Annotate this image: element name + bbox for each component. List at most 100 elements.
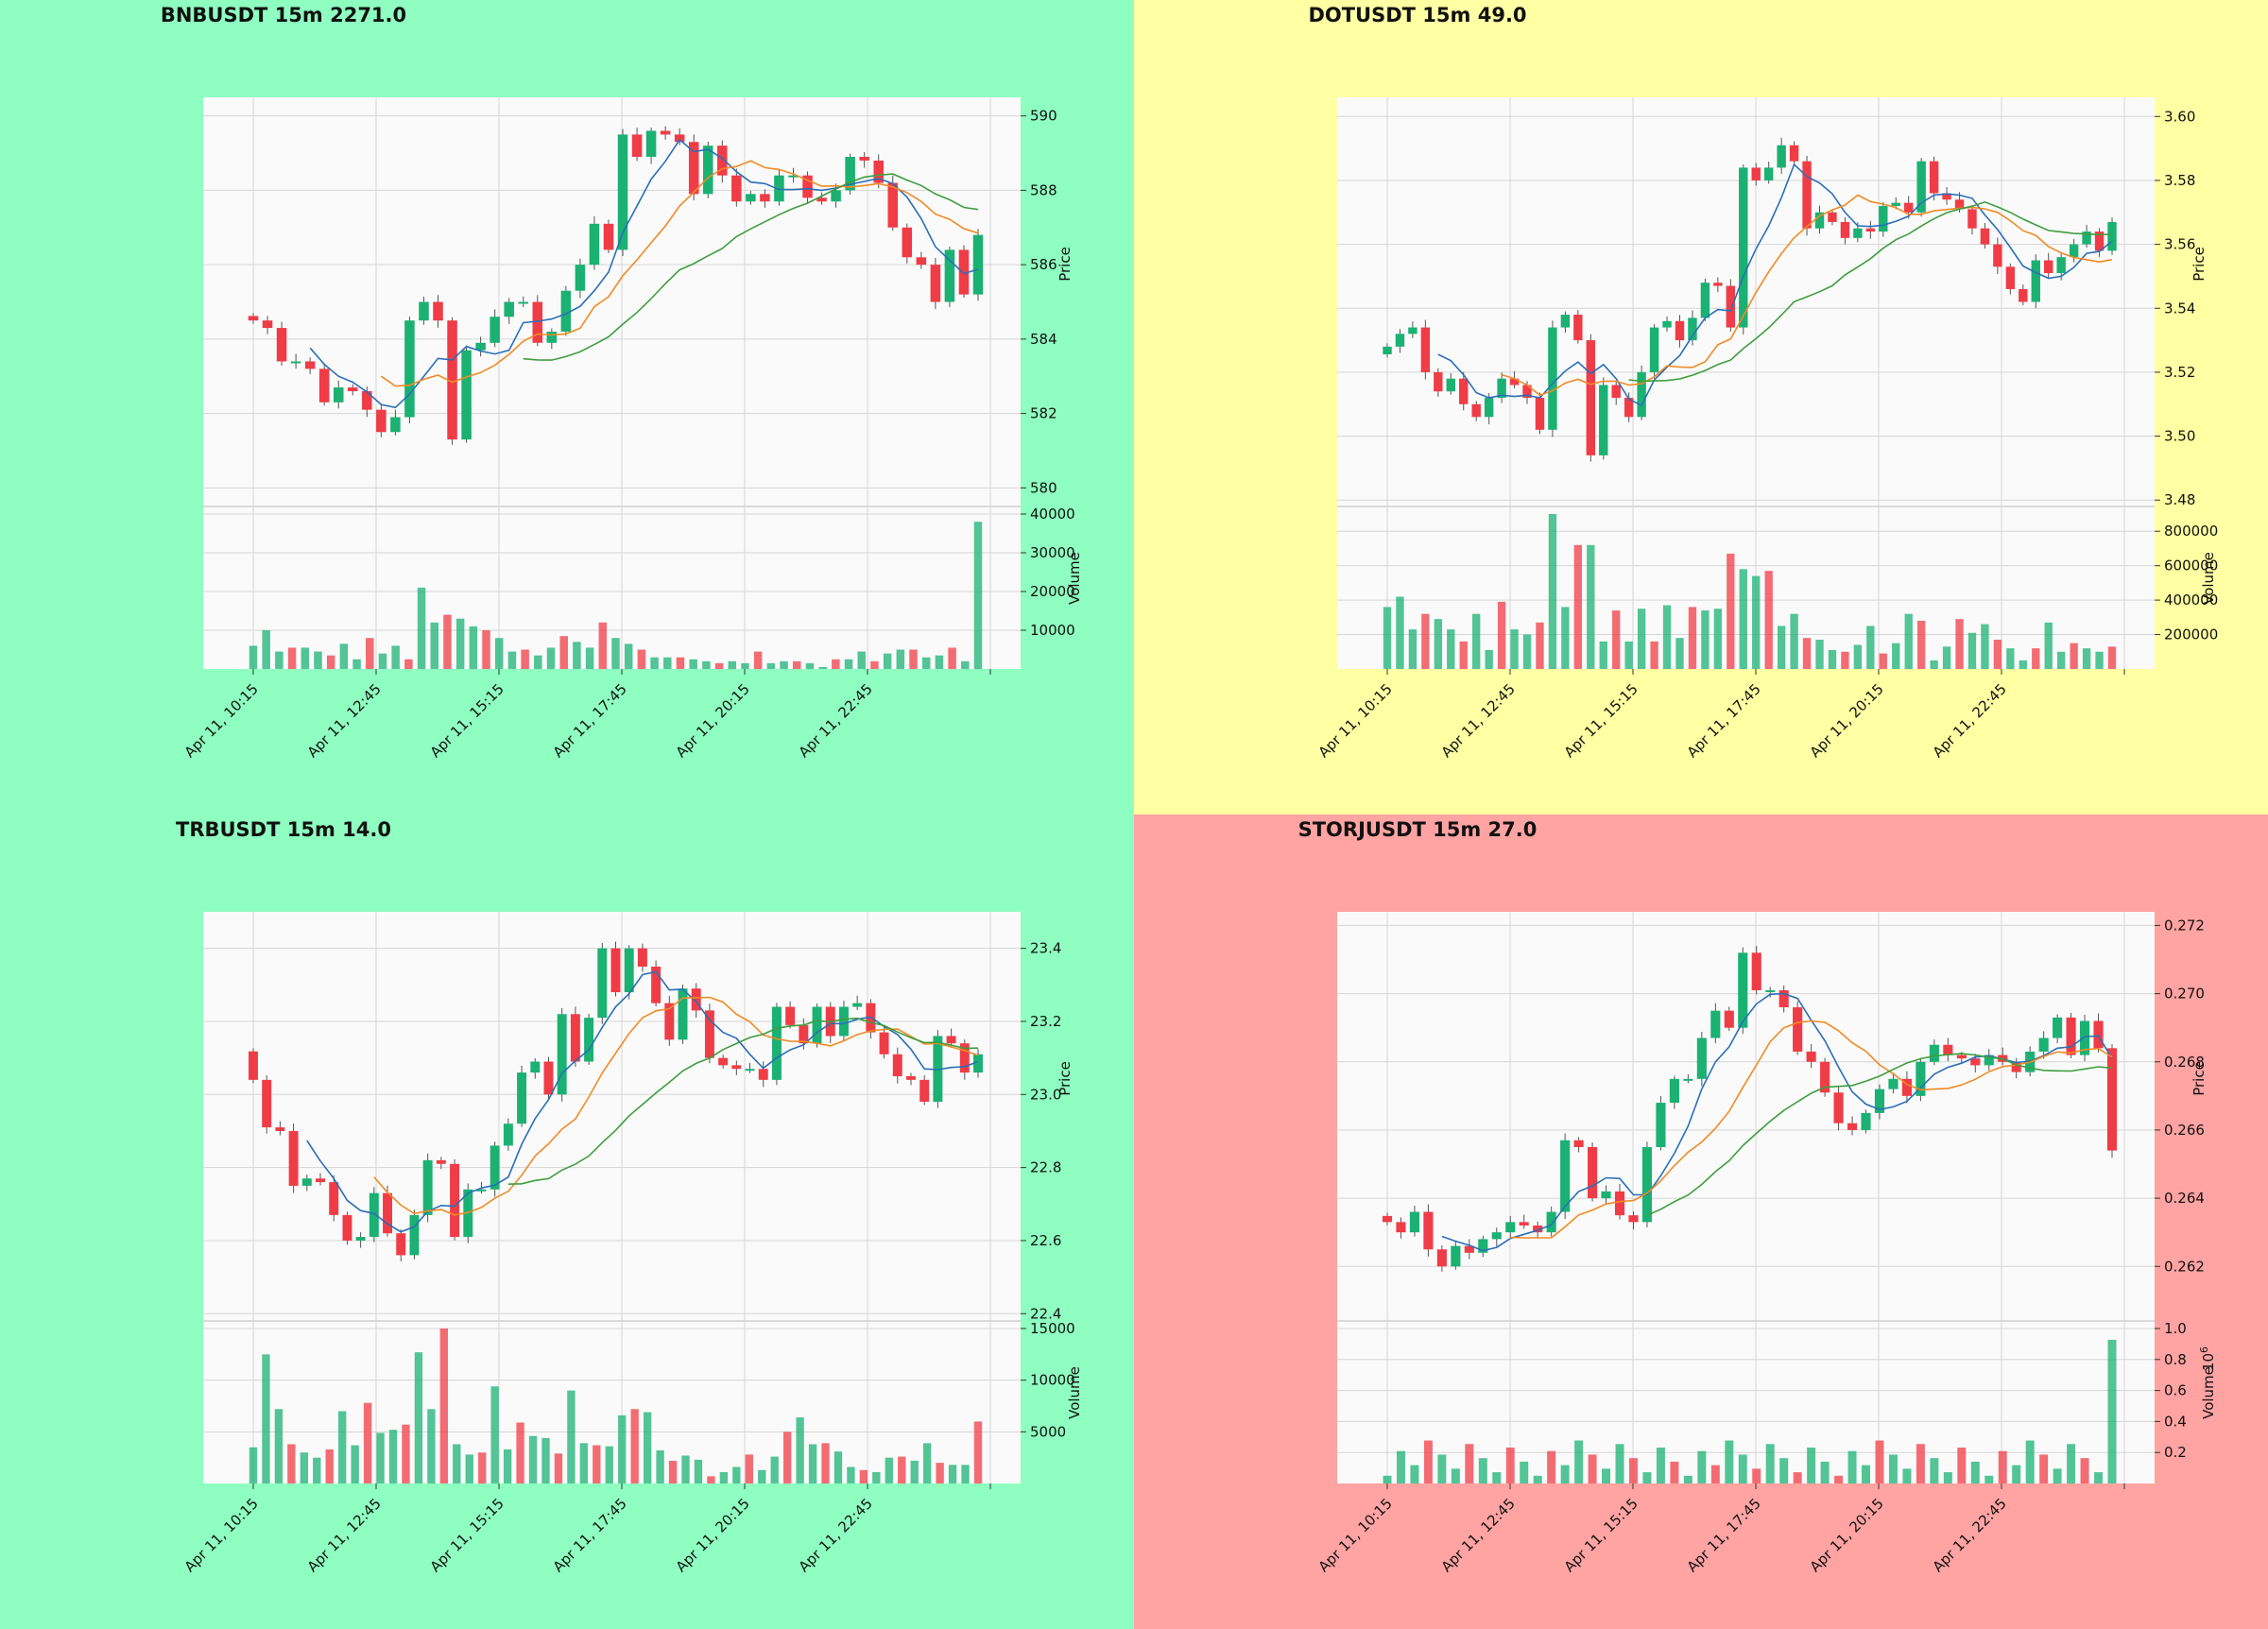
volume-bar xyxy=(1834,1475,1844,1483)
volume-bar xyxy=(1752,1468,1761,1483)
candle-body xyxy=(450,1163,460,1238)
volume-tick-label: 0.6 xyxy=(2164,1382,2187,1399)
volume-bar xyxy=(287,1444,296,1483)
volume-bar xyxy=(961,660,970,669)
candle-body xyxy=(560,290,572,332)
volume-bar xyxy=(534,655,542,669)
candle-body xyxy=(879,1032,889,1055)
candle-body xyxy=(859,156,869,161)
volume-bar xyxy=(567,1390,576,1483)
volume-bar xyxy=(2094,1472,2104,1483)
candle-body xyxy=(1434,371,1443,392)
candle-body xyxy=(262,1079,272,1128)
volume-exponent-label: 106 xyxy=(2198,1346,2217,1371)
volume-bar xyxy=(1904,613,1913,669)
volume-bar xyxy=(249,1447,258,1483)
candle-body xyxy=(1942,193,1951,200)
volume-bar xyxy=(896,649,905,669)
volume-bar xyxy=(2107,646,2117,669)
volume-bar xyxy=(1710,1465,1720,1483)
candle-body xyxy=(318,369,330,403)
y-tick-label: 590 xyxy=(1030,108,1057,125)
candle-body xyxy=(2038,1037,2049,1052)
candle-body xyxy=(290,361,301,364)
candle-body xyxy=(557,1014,567,1095)
y-tick-label: 22.8 xyxy=(1030,1159,1061,1176)
candle-body xyxy=(1599,385,1608,455)
volume-bar xyxy=(618,1415,627,1483)
volume-bar xyxy=(2053,1468,2062,1483)
candle-body xyxy=(1903,202,1914,213)
candle-body xyxy=(383,1192,393,1234)
candle-body xyxy=(390,417,401,433)
candle-body xyxy=(1793,1007,1803,1052)
candle-body xyxy=(1901,1078,1912,1096)
volume-tick-label: 5000 xyxy=(1030,1423,1066,1440)
x-tick-label: Apr 11, 22:45 xyxy=(796,1495,876,1575)
volume-bar xyxy=(898,1456,906,1483)
volume-bar xyxy=(1866,626,1875,669)
y-tick-label: 3.56 xyxy=(2164,236,2195,253)
volume-bar xyxy=(363,1402,372,1483)
volume-bar xyxy=(1510,629,1519,669)
x-tick-label: Apr 11, 17:45 xyxy=(550,680,630,761)
candle-body xyxy=(570,1014,580,1062)
volume-bar xyxy=(507,651,517,669)
volume-bar xyxy=(2025,1440,2035,1483)
volume-bar xyxy=(1688,607,1697,669)
candle-body xyxy=(916,257,927,266)
volume-bar xyxy=(681,1455,690,1483)
volume-bar xyxy=(1902,1468,1912,1483)
volume-bar xyxy=(1942,646,1951,669)
candle-body xyxy=(1778,989,1789,1008)
volume-bar xyxy=(1574,1440,1584,1483)
volume-bar xyxy=(1847,1450,1857,1483)
volume-bar xyxy=(1465,1444,1474,1483)
candle-body xyxy=(1509,378,1520,386)
volume-bar xyxy=(1642,1472,1652,1483)
candle-body xyxy=(1560,315,1571,328)
candle-body xyxy=(678,988,688,1040)
candle-body xyxy=(831,190,841,202)
volume-bar xyxy=(1612,610,1621,669)
candle-body xyxy=(1700,283,1710,318)
volume-bar xyxy=(573,642,581,669)
volume-bar xyxy=(1656,1447,1665,1483)
candle-body xyxy=(1891,202,1900,207)
candle-body xyxy=(702,146,713,195)
volume-bar xyxy=(1916,1444,1925,1483)
candle-body xyxy=(1548,327,1557,430)
candle-body xyxy=(838,1006,849,1037)
candle-body xyxy=(816,197,827,202)
candle-body xyxy=(1436,1249,1447,1267)
candle-body xyxy=(1573,315,1583,341)
volume-bar xyxy=(1738,1454,1747,1483)
volume-bar xyxy=(857,651,866,669)
candle-body xyxy=(1879,206,1888,232)
volume-bar xyxy=(753,651,763,669)
volume-bar xyxy=(249,645,258,669)
candle-body xyxy=(1535,397,1545,430)
volume-bar xyxy=(546,647,556,669)
volume-bar xyxy=(1892,643,1900,669)
candle-body xyxy=(1624,397,1634,418)
chart-title: DOTUSDT 15m 49.0 xyxy=(1308,4,1527,26)
volume-bar xyxy=(1875,1440,1884,1483)
x-tick-label: Apr 11, 17:45 xyxy=(1684,680,1764,761)
volume-bar xyxy=(2019,660,2027,669)
candle-body xyxy=(1980,228,1990,245)
x-tick-label: Apr 11, 15:15 xyxy=(1561,680,1641,761)
volume-bar xyxy=(1383,607,1392,669)
volume-bar xyxy=(656,1450,664,1483)
candle-body xyxy=(2011,1061,2021,1072)
y-tick-label: 584 xyxy=(1030,331,1057,348)
volume-bar xyxy=(443,614,452,669)
y-tick-label: 580 xyxy=(1030,479,1057,496)
volume-bar xyxy=(1765,1444,1775,1483)
volume-bar xyxy=(758,1469,766,1483)
candle-body xyxy=(1956,1055,1967,1059)
candle-body xyxy=(1865,228,1876,232)
volume-bar xyxy=(1629,1458,1638,1483)
candle-body xyxy=(1739,167,1748,328)
chart-panel-storjusdt: STORJUSDT 15m 27.0 Apr 11, 10:15 Apr 11, … xyxy=(1134,814,2268,1629)
